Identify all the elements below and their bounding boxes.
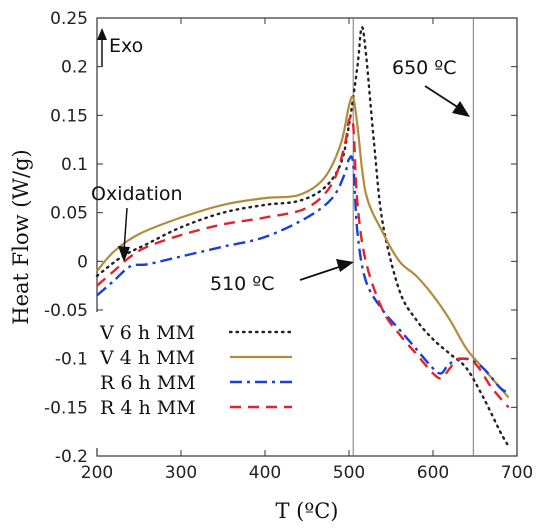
y-tick-label: 0.1: [61, 155, 88, 175]
y-tick-label: -0.2: [55, 447, 88, 467]
x-tick-label: 700: [501, 463, 533, 483]
y-tick-label: 0.2: [61, 58, 88, 78]
legend-label-3: R 6 h MM: [100, 372, 196, 394]
t650-arrow-head: [452, 101, 470, 117]
y-axis-title: Heat Flow (W/g): [9, 149, 33, 324]
oxidation-arrow-head: [118, 246, 130, 262]
exo-label: Exo: [109, 35, 143, 57]
y-tick-label: -0.1: [55, 350, 88, 370]
t510-arrow-shaft: [299, 265, 343, 281]
t510-arrow-head: [336, 259, 354, 272]
series-line-1: [95, 26, 510, 448]
x-tick-label: 300: [165, 463, 197, 483]
legend-label-1: V 6 h MM: [99, 322, 195, 344]
oxidation-arrow-shaft: [123, 207, 128, 252]
x-axis-title: T (ºC): [275, 499, 338, 523]
y-tick-label: 0.25: [50, 9, 88, 29]
t510-label: 510 ºC: [210, 273, 275, 295]
legend-box: [96, 312, 299, 448]
series-line-4: [96, 115, 510, 409]
x-tick-label: 200: [81, 463, 113, 483]
legend-label-2: V 4 h MM: [99, 347, 195, 369]
y-tick-label: -0.05: [44, 301, 88, 321]
series-line-2: [96, 95, 510, 399]
x-tick-label: 600: [417, 463, 449, 483]
y-tick-label: -0.15: [44, 398, 88, 418]
oxidation-label: Oxidation: [91, 183, 183, 205]
y-tick-label: 0: [77, 252, 88, 272]
y-tick-label: 0.05: [50, 204, 88, 224]
t650-arrow-shaft: [424, 85, 460, 109]
plot-frame: [96, 17, 518, 457]
legend-label-4: R 4 h MM: [100, 397, 196, 419]
t650-label: 650 ºC: [392, 57, 457, 79]
exo-arrow-head: [97, 28, 107, 40]
y-tick-label: 0.15: [50, 106, 88, 126]
x-tick-label: 400: [249, 463, 281, 483]
series-line-3: [96, 155, 510, 394]
x-tick-label: 500: [333, 463, 365, 483]
